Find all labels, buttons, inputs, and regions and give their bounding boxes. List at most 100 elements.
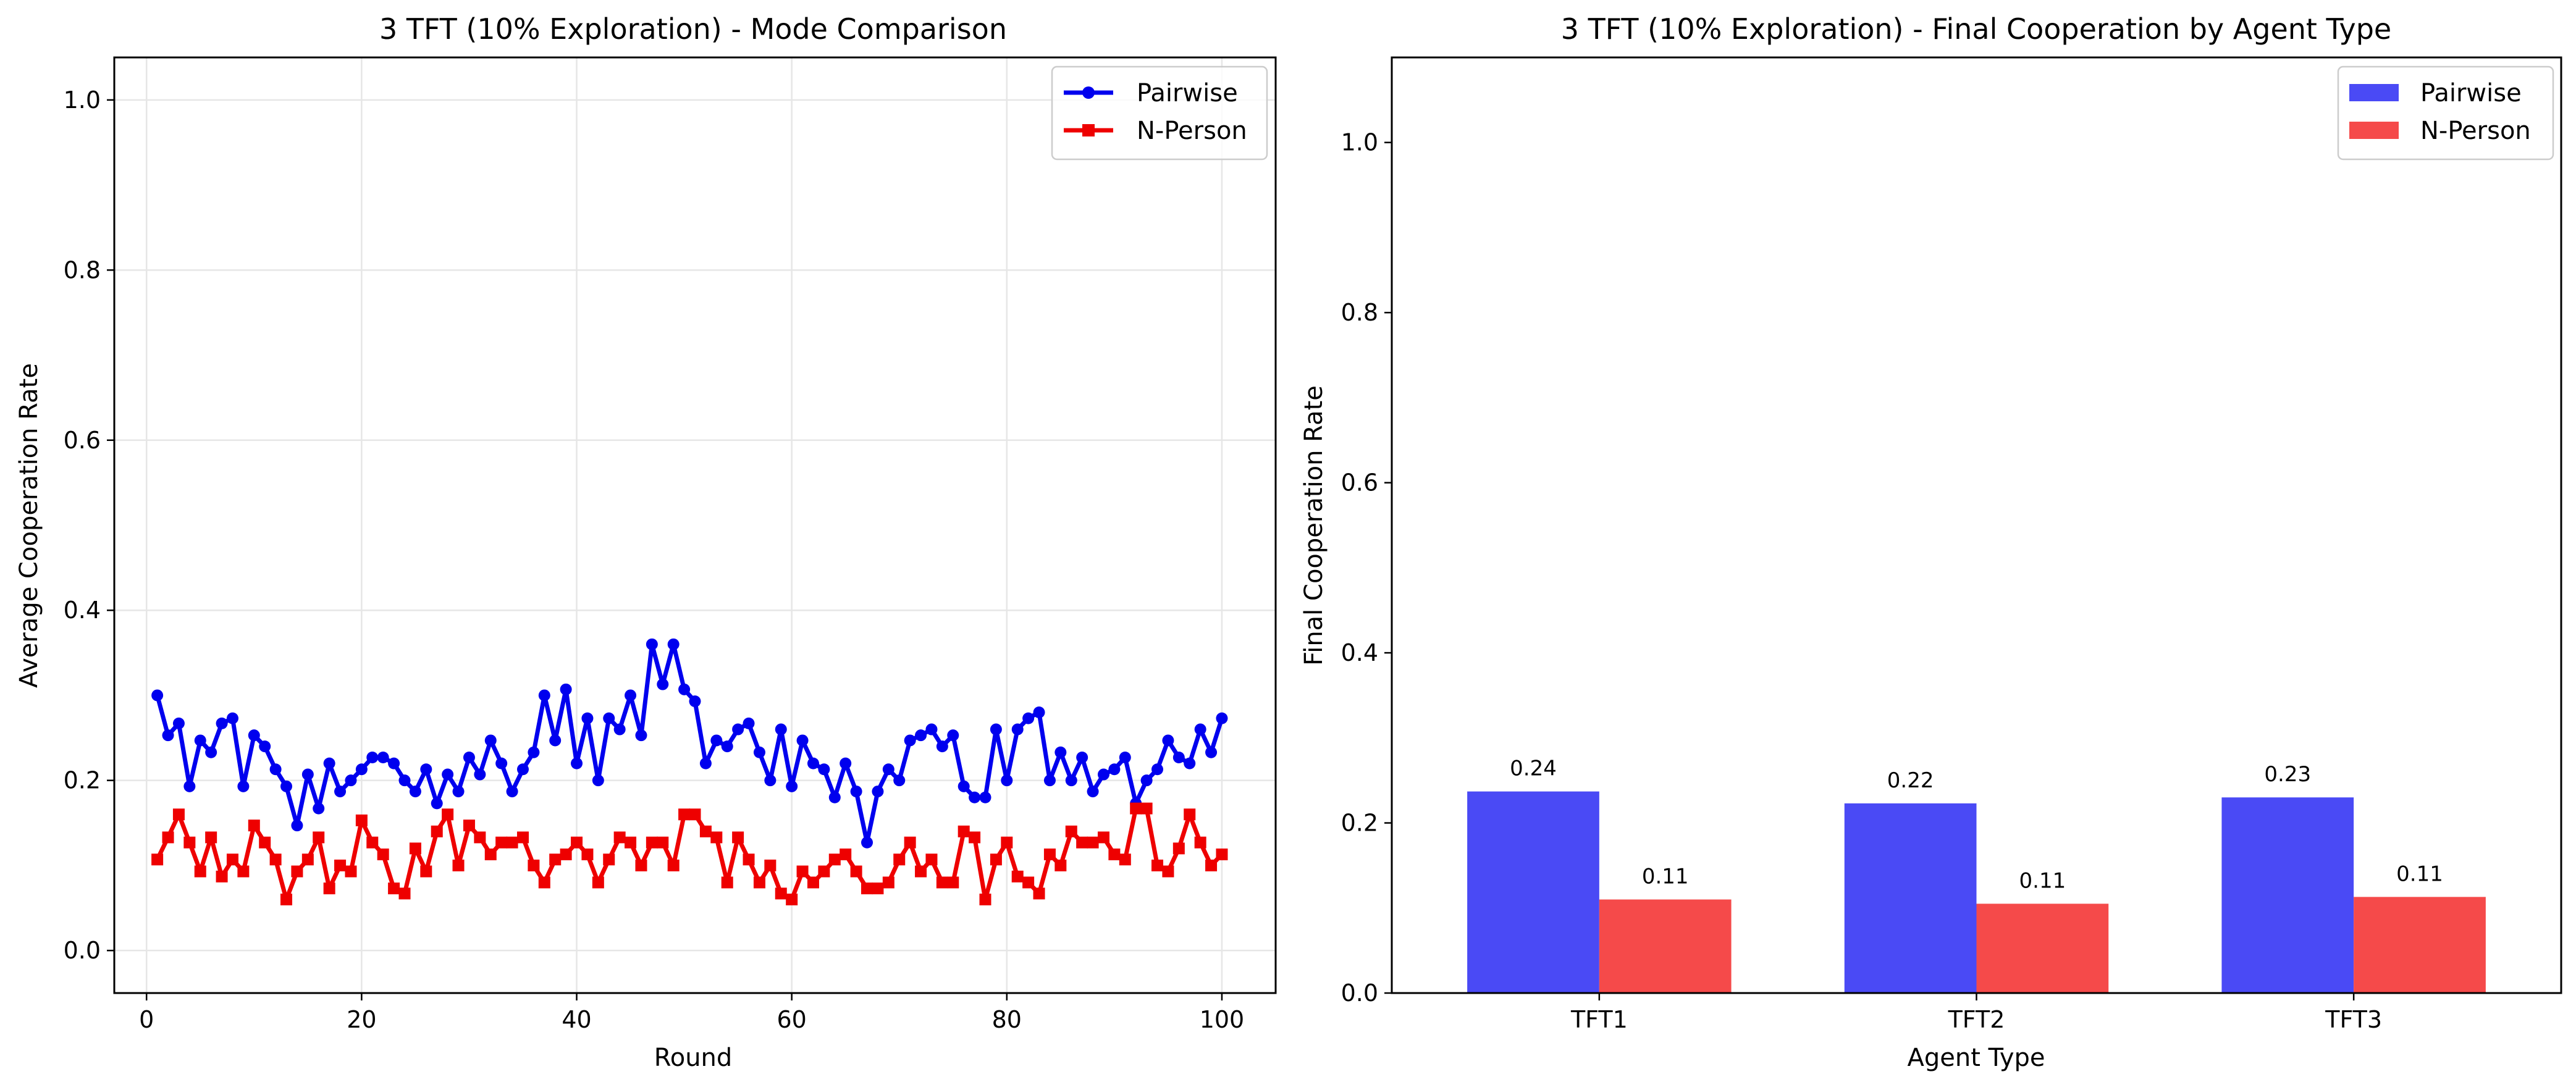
bar-pairwise — [2221, 797, 2354, 993]
data-point-n-person — [183, 836, 196, 849]
line-chart-y-tick-label: 0.6 — [64, 427, 101, 454]
data-point-pairwise — [678, 683, 691, 695]
data-point-pairwise — [442, 768, 454, 781]
data-point-n-person — [388, 882, 400, 895]
data-point-n-person — [248, 820, 260, 832]
line-chart-x-tick-label: 60 — [777, 1006, 806, 1033]
data-point-pairwise — [1119, 751, 1131, 763]
data-point-pairwise — [1043, 774, 1056, 787]
data-point-pairwise — [882, 763, 894, 776]
data-point-n-person — [259, 836, 271, 849]
data-point-pairwise — [183, 780, 196, 792]
data-point-n-person — [710, 831, 723, 844]
data-point-pairwise — [506, 786, 518, 798]
legend-nperson-label: N-Person — [1137, 117, 1247, 145]
bar-value-label-pairwise: 0.22 — [1887, 768, 1934, 793]
data-point-pairwise — [463, 751, 475, 763]
data-point-pairwise — [990, 723, 1002, 736]
data-point-pairwise — [409, 786, 421, 798]
data-point-pairwise — [323, 757, 335, 769]
data-point-pairwise — [1184, 757, 1196, 769]
data-point-pairwise — [775, 723, 787, 736]
data-point-n-person — [280, 894, 293, 905]
data-point-n-person — [947, 876, 959, 889]
legend-pairwise-label: Pairwise — [1137, 79, 1238, 107]
line-chart-legend-box — [1051, 65, 1268, 161]
data-point-pairwise — [237, 780, 250, 792]
data-point-pairwise — [721, 740, 733, 753]
data-point-pairwise — [613, 723, 626, 736]
data-point-n-person — [442, 808, 454, 821]
data-point-n-person — [732, 831, 744, 844]
data-point-pairwise — [1162, 734, 1174, 747]
line-chart-x-tick-label: 80 — [992, 1006, 1022, 1033]
data-point-n-person — [796, 865, 809, 878]
bar-chart-y-tick-label: 0.0 — [1341, 979, 1378, 1007]
legend-bar-nperson-swatch — [2349, 122, 2399, 139]
data-point-n-person — [1151, 859, 1164, 871]
bar-n-person — [2354, 897, 2486, 993]
data-point-pairwise — [151, 689, 164, 702]
data-point-pairwise — [1216, 712, 1228, 724]
data-point-n-person — [506, 836, 518, 849]
data-point-n-person — [936, 876, 948, 889]
data-point-pairwise — [334, 786, 347, 798]
data-point-pairwise — [828, 791, 841, 803]
data-point-pairwise — [1022, 712, 1035, 724]
data-point-n-person — [269, 853, 282, 866]
data-point-pairwise — [474, 768, 486, 781]
data-point-n-person — [560, 849, 572, 861]
line-chart-title: 3 TFT (10% Exploration) - Mode Compariso… — [379, 12, 1007, 46]
data-point-n-person — [893, 853, 906, 866]
data-point-pairwise — [915, 729, 927, 742]
data-point-pairwise — [1172, 751, 1185, 763]
data-point-n-person — [699, 825, 712, 837]
data-point-n-person — [1097, 831, 1109, 844]
data-point-n-person — [1054, 859, 1067, 871]
data-point-pairwise — [979, 791, 991, 803]
data-point-pairwise — [872, 786, 884, 798]
data-point-pairwise — [398, 774, 411, 787]
data-point-pairwise — [947, 729, 959, 742]
data-point-pairwise — [560, 683, 572, 695]
data-point-n-person — [528, 859, 540, 871]
data-point-pairwise — [313, 802, 325, 815]
data-point-pairwise — [861, 836, 873, 849]
data-point-n-person — [151, 853, 164, 866]
data-point-pairwise — [743, 717, 755, 729]
data-point-n-person — [1011, 870, 1024, 882]
data-point-n-person — [205, 831, 217, 844]
bar-value-label-n-person: 0.11 — [2396, 862, 2443, 886]
data-point-pairwise — [291, 820, 303, 832]
data-point-n-person — [969, 831, 981, 844]
data-point-n-person — [1043, 849, 1056, 861]
data-point-n-person — [667, 859, 680, 871]
data-point-pairwise — [355, 763, 368, 776]
data-point-n-person — [625, 836, 637, 849]
data-point-n-person — [172, 808, 185, 821]
legend-bar-pairwise-swatch — [2349, 84, 2399, 101]
line-chart-y-axis-label: Average Cooperation Rate — [15, 363, 43, 688]
line-chart-x-tick-label: 40 — [562, 1006, 591, 1033]
data-point-n-person — [1140, 802, 1153, 815]
data-point-pairwise — [162, 729, 174, 742]
data-point-n-person — [474, 831, 486, 844]
data-point-n-person — [1172, 842, 1185, 855]
data-point-n-person — [925, 853, 938, 866]
line-chart-y-tick-label: 0.2 — [64, 767, 101, 794]
data-point-pairwise — [1205, 746, 1218, 758]
bar-value-label-n-person: 0.11 — [1642, 865, 1689, 889]
data-point-n-person — [743, 853, 755, 866]
data-point-pairwise — [1054, 746, 1067, 758]
bar-chart-title: 3 TFT (10% Exploration) - Final Cooperat… — [1561, 12, 2391, 46]
data-point-pairwise — [689, 695, 701, 708]
data-point-pairwise — [710, 734, 723, 747]
data-point-n-person — [1033, 887, 1045, 900]
data-point-n-person — [872, 882, 884, 895]
line-chart-y-tick-label: 0.8 — [64, 256, 101, 283]
bar-pairwise — [1844, 803, 1977, 993]
bar-pairwise — [1467, 791, 1599, 993]
bar-chart-category-label: TFT1 — [1570, 1006, 1628, 1033]
data-point-n-person — [571, 836, 583, 849]
